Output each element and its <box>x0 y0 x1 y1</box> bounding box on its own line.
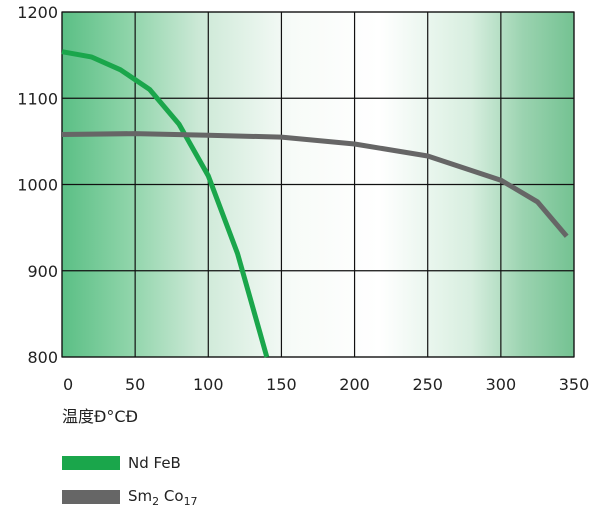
series-line-ndfeb <box>61 49 270 358</box>
x-tick-label-100: 100 <box>193 375 224 394</box>
y-tick-label-1100: 1100 <box>17 89 58 108</box>
y-axis: 800 900 1000 1100 1200 <box>17 3 58 367</box>
x-tick-label-50: 50 <box>125 375 145 394</box>
x-tick-label-0: 0 <box>63 375 73 394</box>
x-tick-label-250: 250 <box>412 375 443 394</box>
y-tick-label-1200: 1200 <box>17 3 58 22</box>
legend-swatch-ndfeb <box>62 456 120 470</box>
x-axis-label: 温度Đ°CĐ <box>62 407 138 426</box>
x-axis: 0 50 100 150 200 250 300 350 <box>63 375 589 394</box>
x-tick-label-200: 200 <box>339 375 370 394</box>
x-tick-label-150: 150 <box>266 375 297 394</box>
y-tick-label-800: 800 <box>27 348 58 367</box>
legend-swatch-smco <box>62 490 120 504</box>
legend-item-ndfeb: Nd FeB <box>62 452 181 474</box>
x-tick-label-300: 300 <box>486 375 517 394</box>
legend-item-smco: Sm2 Co17 <box>62 486 198 508</box>
series-line-smco <box>61 131 569 238</box>
y-tick-label-900: 900 <box>27 262 58 281</box>
legend-label-ndfeb: Nd FeB <box>128 454 181 472</box>
grid <box>61 11 575 358</box>
series-layer <box>61 49 569 358</box>
chart: 800 900 1000 1100 1200 0 50 100 150 200 250 300 350 <box>17 3 589 394</box>
y-tick-label-1000: 1000 <box>17 176 58 195</box>
x-tick-label-350: 350 <box>559 375 590 394</box>
legend-label-smco: Sm2 Co17 <box>128 486 198 508</box>
plot-frame <box>61 11 575 358</box>
